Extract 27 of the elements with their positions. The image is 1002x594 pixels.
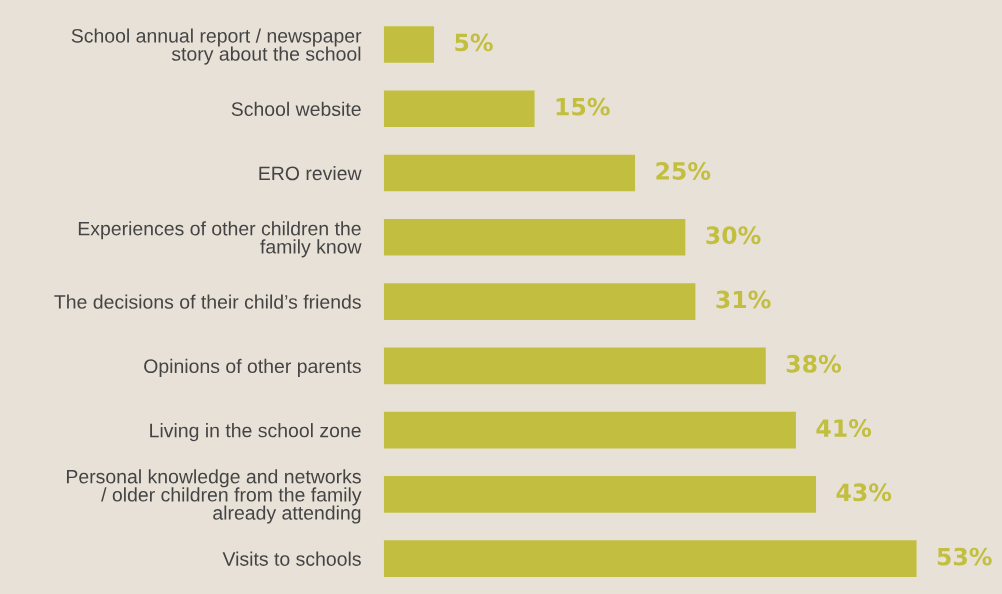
bar bbox=[383, 26, 435, 63]
data-label: 15% bbox=[556, 97, 610, 116]
y-tick-label: Living in the school zone bbox=[150, 423, 361, 442]
y-tick-label: The decisions of their child’s friends bbox=[54, 294, 361, 309]
bar bbox=[383, 218, 686, 256]
bar bbox=[383, 154, 636, 192]
data-label: 41% bbox=[816, 419, 872, 437]
data-label: 38% bbox=[786, 354, 841, 373]
y-tick-label: Opinions of other parents bbox=[144, 358, 361, 377]
data-label: 31% bbox=[716, 290, 771, 309]
y-tick-label: Experiences of other children the family know bbox=[78, 221, 362, 258]
y-tick-label: ERO review bbox=[259, 165, 362, 181]
data-label: 25% bbox=[656, 162, 711, 180]
y-tick-label: School annual report / newspaper story about the school bbox=[71, 28, 362, 65]
bar bbox=[383, 411, 796, 449]
data-label: 5% bbox=[455, 33, 493, 52]
bar bbox=[383, 347, 766, 385]
y-tick-label: Visits to schools bbox=[222, 551, 361, 566]
bar bbox=[383, 476, 817, 513]
bar bbox=[383, 540, 917, 577]
y-tick-label: Personal knowledge and networks / older children from the family already attending bbox=[66, 469, 362, 524]
data-label: 30% bbox=[706, 226, 761, 245]
bar bbox=[383, 283, 696, 320]
data-label: 43% bbox=[836, 483, 892, 502]
bar bbox=[383, 90, 535, 128]
data-label: 53% bbox=[937, 547, 992, 566]
y-tick-label: School website bbox=[231, 101, 361, 117]
